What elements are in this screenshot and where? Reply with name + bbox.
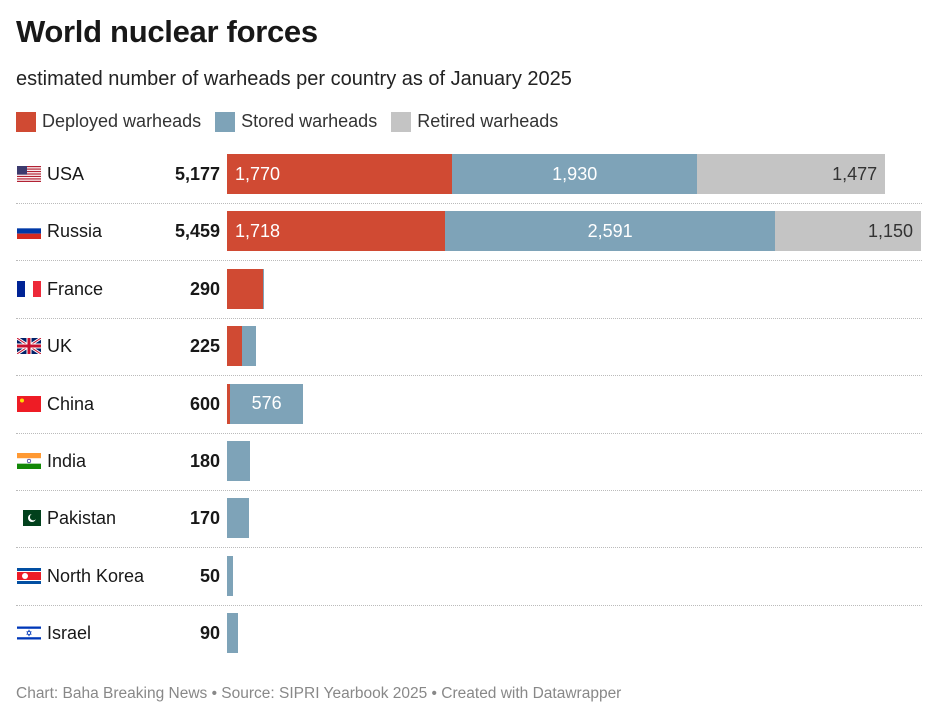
bar-stored: 576 xyxy=(230,383,304,424)
flag-ru-icon xyxy=(17,223,41,240)
total-label: 5,177 xyxy=(174,164,220,184)
row-separator xyxy=(16,317,922,319)
flag-kp-icon xyxy=(17,567,41,584)
total-label: 50 xyxy=(199,565,220,586)
category-label: Israel xyxy=(47,623,92,644)
bar-retired: 1,477 xyxy=(697,154,886,194)
legend-stored: Stored warheads xyxy=(215,111,377,132)
legend-deployed: Deployed warheads xyxy=(16,111,201,132)
bar-stored xyxy=(262,268,264,309)
legend-swatch xyxy=(391,111,412,132)
category-label: France xyxy=(47,278,104,299)
row-separator xyxy=(16,260,922,262)
flag-cn-icon xyxy=(17,395,41,412)
total-label: 180 xyxy=(189,451,220,471)
row-china: China 600 576 xyxy=(0,383,938,441)
bar-stored xyxy=(227,441,250,481)
total-label: 225 xyxy=(189,336,220,357)
row-separator xyxy=(16,375,922,377)
row-separator xyxy=(16,203,922,204)
bar-deployed xyxy=(227,326,243,367)
row-israel: Israel 90 xyxy=(0,613,938,670)
row-separator xyxy=(16,604,922,606)
flag-gb-icon xyxy=(16,336,42,356)
data-label: 1,770 xyxy=(235,163,281,184)
category-label: USA xyxy=(47,164,85,184)
legend-label: Stored warheads xyxy=(241,111,378,131)
category-label: Russia xyxy=(47,221,103,242)
row-uk: UK 225 xyxy=(0,326,938,383)
row-usa: USA 5,177 1,770 1,930 1,477 xyxy=(0,154,938,211)
chart-title: World nuclear forces xyxy=(16,14,318,49)
row-india: India 180 xyxy=(0,441,938,498)
bar-stored xyxy=(227,613,239,654)
bar-stored xyxy=(227,555,234,596)
bar-stored xyxy=(242,326,256,367)
data-label: 1,477 xyxy=(832,163,878,184)
legend: Deployed warheads Stored warheads Retire… xyxy=(16,111,558,132)
flag-fr-icon xyxy=(17,280,41,297)
total-label: 90 xyxy=(199,623,220,644)
bar-deployed: 1,770 xyxy=(227,154,453,194)
total-label: 5,459 xyxy=(174,221,220,242)
row-north-korea: North Korea 50 xyxy=(0,555,938,613)
row-separator xyxy=(16,432,922,434)
data-label: 1,930 xyxy=(552,163,598,184)
legend-retired: Retired warheads xyxy=(391,111,558,132)
row-france: France 290 xyxy=(0,268,938,326)
flag-in-icon xyxy=(17,453,41,469)
legend-swatch xyxy=(16,111,36,132)
legend-swatch xyxy=(215,111,236,132)
total-label: 290 xyxy=(189,278,220,299)
bar-retired: 1,150 xyxy=(774,211,921,252)
row-separator xyxy=(16,547,922,549)
row-russia: Russia 5,459 1,718 2,591 1,150 xyxy=(0,211,938,268)
bar-stored: 2,591 xyxy=(445,211,775,252)
data-label: 1,718 xyxy=(235,220,281,241)
total-label: 600 xyxy=(189,393,220,414)
data-label: 1,150 xyxy=(867,220,913,241)
row-pakistan: Pakistan 170 xyxy=(0,498,938,555)
row-separator xyxy=(16,490,922,491)
bar-stored: 1,930 xyxy=(452,154,698,194)
footer-credit: Chart: Baha Breaking News • Source: SIPR… xyxy=(16,685,622,702)
flag-pk-icon xyxy=(17,510,41,527)
category-label: India xyxy=(47,451,87,471)
category-label: UK xyxy=(47,336,73,357)
flag-us-icon xyxy=(17,166,41,182)
legend-label: Retired warheads xyxy=(417,111,559,131)
flag-il-icon xyxy=(17,625,41,642)
category-label: North Korea xyxy=(47,565,145,586)
data-label: 2,591 xyxy=(587,220,633,241)
bar-stored xyxy=(227,498,249,539)
legend-label: Deployed warheads xyxy=(42,111,202,131)
category-label: China xyxy=(47,393,95,414)
category-label: Pakistan xyxy=(47,508,117,529)
bar-deployed: 1,718 xyxy=(227,211,446,252)
total-label: 170 xyxy=(189,508,220,529)
bar-deployed xyxy=(227,268,263,309)
chart-subtitle: estimated number of warheads per country… xyxy=(16,68,572,90)
data-label: 576 xyxy=(251,393,282,414)
